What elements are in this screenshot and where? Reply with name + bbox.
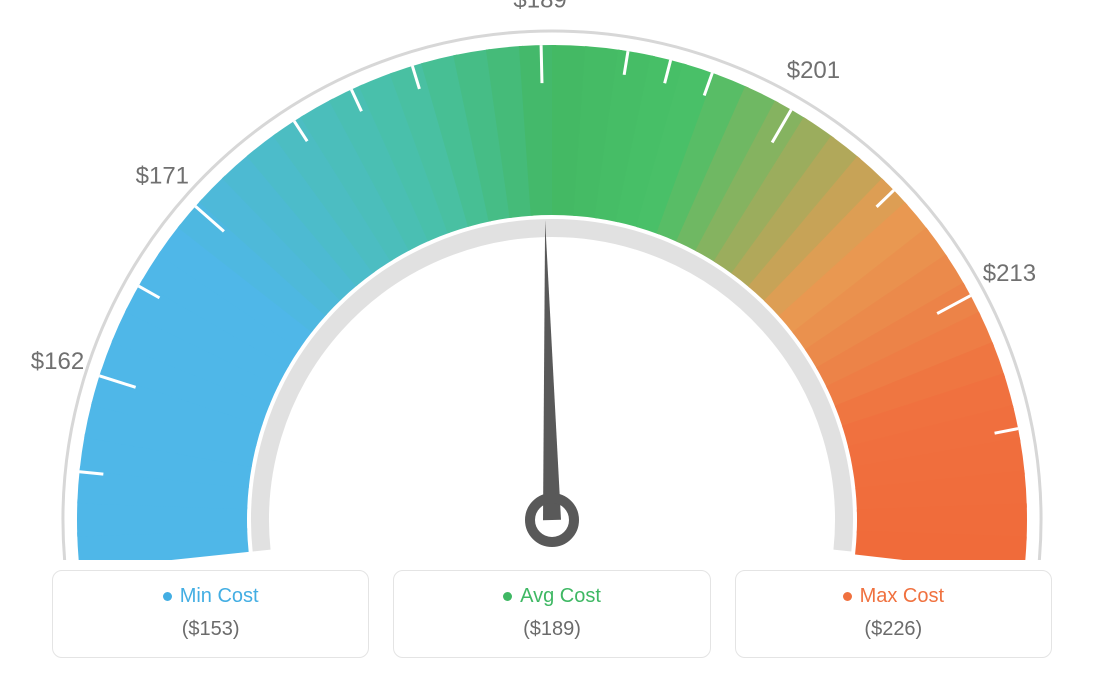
legend-min-value: ($153) — [63, 618, 358, 641]
dot-icon — [843, 592, 852, 601]
legend-avg-label: Avg Cost — [520, 585, 601, 608]
svg-text:$201: $201 — [787, 57, 840, 84]
legend-card-max: Max Cost ($226) — [735, 570, 1052, 658]
dot-icon — [163, 592, 172, 601]
legend-min-label: Min Cost — [180, 585, 259, 608]
legend-avg-value: ($189) — [404, 618, 699, 641]
legend-max-label: Max Cost — [860, 585, 944, 608]
svg-text:$162: $162 — [31, 348, 84, 375]
legend-card-avg: Avg Cost ($189) — [393, 570, 710, 658]
cost-gauge: $153$162$171$189$201$213$226 — [0, 0, 1104, 560]
legend-max-value: ($226) — [746, 618, 1041, 641]
legend-row: Min Cost ($153) Avg Cost ($189) Max Cost… — [52, 570, 1052, 658]
svg-text:$171: $171 — [136, 163, 189, 190]
dot-icon — [503, 592, 512, 601]
legend-card-min: Min Cost ($153) — [52, 570, 369, 658]
svg-text:$213: $213 — [983, 260, 1036, 287]
svg-text:$189: $189 — [513, 0, 566, 13]
